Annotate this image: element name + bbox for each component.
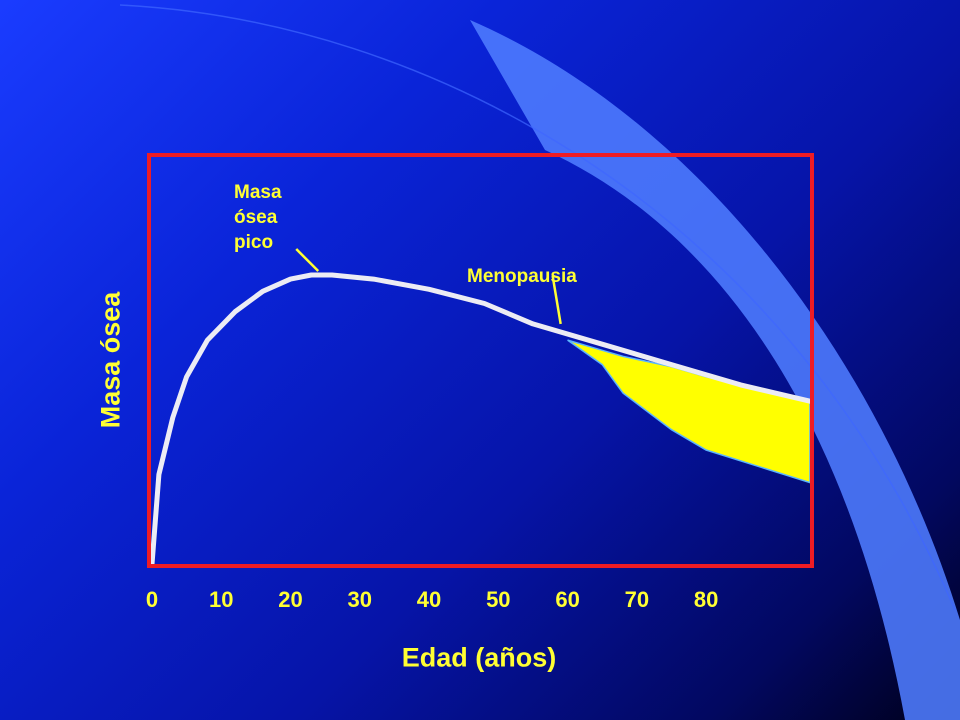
bone-mass-curve [149,272,813,567]
annotation-arrow [295,248,320,272]
peak-label-line-1: Masa [234,182,282,203]
swoosh-highlight [119,4,956,611]
peak-label-line-2: ósea [234,207,278,228]
swoosh-shape [470,20,960,720]
x-tick-label: 0 [145,587,159,612]
peak-label-line-3: pico [234,232,274,253]
x-tick-label: 40 [416,587,442,612]
x-tick-label: 20 [278,587,303,612]
x-tick-label: 30 [347,587,373,612]
menopause-annotation: Menopausia [467,266,577,287]
x-tick-label: 60 [555,587,580,612]
x-tick-label: 10 [209,587,234,612]
bone-loss-area [567,339,811,484]
x-tick-label: 70 [624,587,650,612]
y-axis-label: Masa ósea [95,291,126,429]
chart-frame [147,153,814,568]
x-tick-label: 50 [486,587,511,612]
x-tick-label: 80 [693,587,719,612]
x-axis-label: Edad (años) [401,642,557,673]
annotation-arrow [551,275,562,325]
peak-bone-mass-annotation: Masa ósea pico [234,180,282,255]
